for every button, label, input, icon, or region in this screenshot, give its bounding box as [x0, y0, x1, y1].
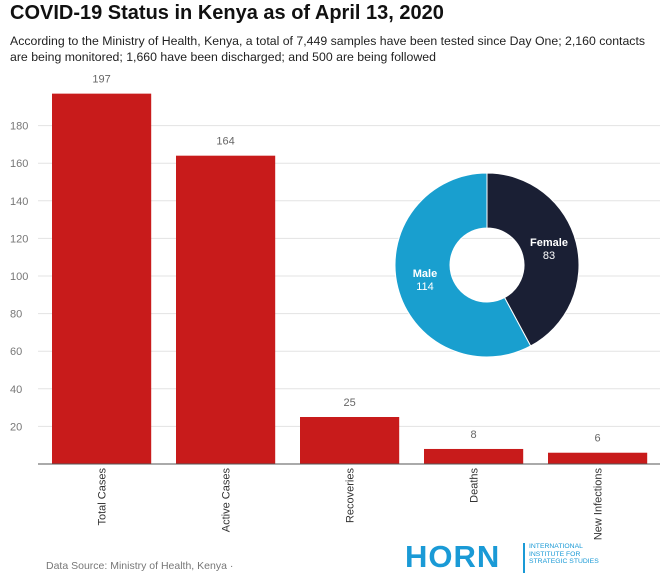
x-category-label: Recoveries — [345, 468, 357, 524]
donut-slice-female — [486, 172, 580, 347]
data-label: 6 — [595, 433, 601, 445]
logo-wordmark: HORN — [405, 539, 501, 574]
bar-series: 197 164 25 8 6 — [52, 74, 648, 464]
y-tick-label: 160 — [10, 158, 28, 170]
data-label: 8 — [471, 429, 477, 441]
bar-active-cases — [176, 155, 276, 464]
y-tick-label: 80 — [10, 309, 22, 321]
y-tick-label: 120 — [10, 233, 28, 245]
donut-label-male: Male — [413, 268, 437, 280]
y-tick-label: 140 — [10, 196, 28, 208]
data-label: 25 — [343, 397, 355, 409]
y-tick-label: 100 — [10, 271, 28, 283]
x-axis-labels: Total Cases Active Cases Recoveries Deaths N… — [97, 468, 605, 541]
x-category-label: Active Cases — [221, 468, 233, 533]
chart-title: COVID-19 Status in Kenya as of April 13,… — [10, 2, 444, 24]
logo-divider — [523, 543, 525, 573]
donut-value-male: 114 — [416, 281, 434, 293]
y-tick-label: 180 — [10, 121, 28, 133]
bar-new-infections — [548, 452, 648, 464]
y-axis-ticks: 20 40 60 80 100 120 140 160 180 — [10, 121, 28, 434]
logo-subtitle: INTERNATIONAL INSTITUTE FOR STRATEGIC ST… — [529, 543, 599, 566]
x-category-label: Total Cases — [97, 468, 109, 526]
data-source-note: Data Source: Ministry of Health, Kenya · — [46, 560, 234, 572]
x-category-label: New Infections — [593, 468, 605, 541]
y-tick-label: 40 — [10, 384, 22, 396]
y-tick-label: 20 — [10, 421, 22, 433]
bar-recoveries — [300, 417, 400, 464]
data-label: 197 — [92, 74, 110, 86]
donut-label-female: Female — [530, 237, 568, 249]
data-label: 164 — [216, 136, 234, 148]
x-category-label: Deaths — [469, 468, 481, 503]
bar-total-cases — [52, 93, 152, 464]
y-tick-label: 60 — [10, 346, 22, 358]
bar-deaths — [424, 448, 524, 464]
chart-subtitle: According to the Ministry of Health, Ken… — [10, 34, 646, 64]
donut-value-female: 83 — [543, 250, 555, 262]
donut-slice-male — [394, 172, 532, 358]
